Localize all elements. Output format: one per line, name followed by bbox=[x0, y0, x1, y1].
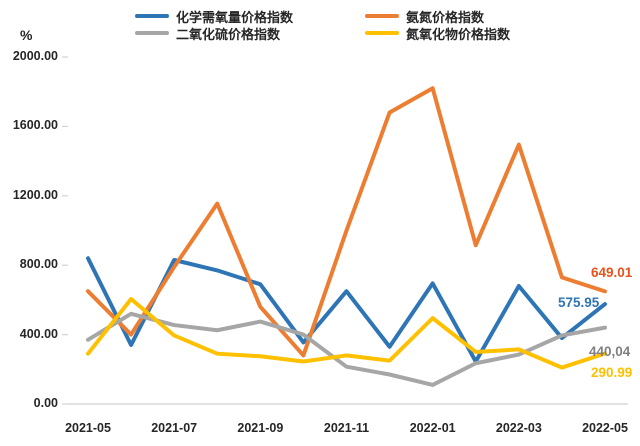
series-line-1 bbox=[86, 86, 607, 358]
y-axis-tick-label: 2000.00 bbox=[12, 49, 58, 63]
legend-label: 化学需氧量价格指数 bbox=[176, 9, 294, 25]
end-value-label-0: 575.95 bbox=[558, 295, 600, 310]
x-axis-tick-label: 2021-07 bbox=[151, 421, 198, 435]
legend-item-3: 氮氧化物价格指数 bbox=[365, 25, 511, 42]
legend-label: 氨氮价格指数 bbox=[406, 9, 485, 25]
legend-item-2: 二氧化硫价格指数 bbox=[135, 25, 281, 42]
series-line-0 bbox=[86, 256, 607, 364]
x-axis-tick-label: 2021-09 bbox=[237, 421, 284, 435]
chart-legend: 化学需氧量价格指数 氨氮价格指数二氧化硫价格指数 氮氧化物价格指数 bbox=[0, 0, 640, 44]
legend-line-marker-icon bbox=[365, 13, 399, 19]
x-axis-tick-label: 2021-11 bbox=[323, 421, 370, 435]
series-line-2 bbox=[86, 311, 607, 387]
legend-line-marker-icon bbox=[135, 13, 169, 19]
y-axis-unit-label: % bbox=[20, 27, 33, 43]
x-axis-tick-label: 2022-03 bbox=[495, 421, 542, 435]
y-axis-tick-label: 400.00 bbox=[19, 326, 58, 341]
y-axis-tick-label: 0.00 bbox=[33, 396, 58, 410]
end-value-label-1: 649.01 bbox=[591, 265, 633, 280]
legend-label: 氮氧化物价格指数 bbox=[406, 26, 511, 42]
legend-label: 二氧化硫价格指数 bbox=[176, 26, 281, 42]
y-axis-tick-label: 800.00 bbox=[19, 257, 58, 272]
legend-item-1: 氨氮价格指数 bbox=[365, 8, 485, 25]
legend-item-0: 化学需氧量价格指数 bbox=[135, 8, 294, 25]
series-line-3 bbox=[86, 297, 607, 370]
x-axis-tick-label: 2022-05 bbox=[582, 421, 628, 435]
y-axis-tick-label: 1200.00 bbox=[12, 187, 58, 202]
end-value-label-3: 290.99 bbox=[591, 365, 633, 380]
legend-line-marker-icon bbox=[135, 30, 169, 36]
x-axis-tick-label: 2021-05 bbox=[65, 421, 111, 435]
x-axis-tick-label: 2022-01 bbox=[409, 421, 456, 435]
legend-line-marker-icon bbox=[365, 30, 399, 36]
y-axis-tick-label: 1600.00 bbox=[12, 118, 58, 133]
end-value-label-2: 440,04 bbox=[589, 344, 631, 359]
